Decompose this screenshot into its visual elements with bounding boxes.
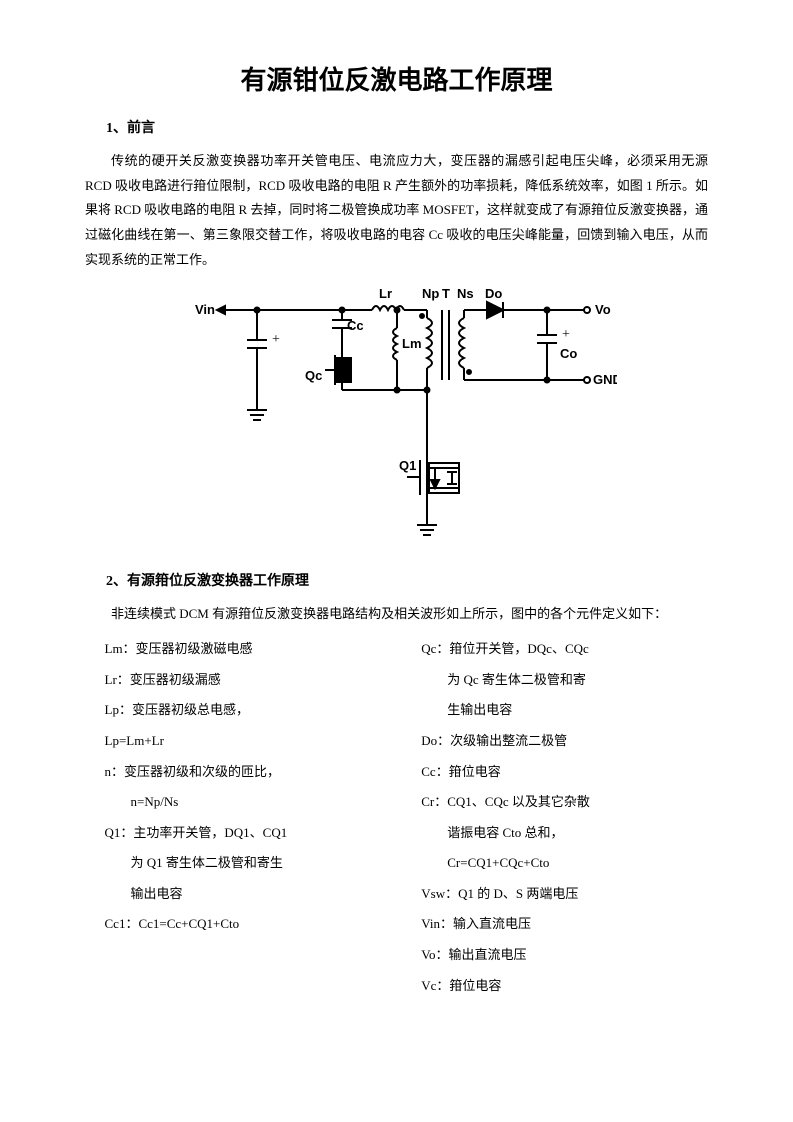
svg-text:+: + — [272, 332, 280, 347]
definition-item: Qc：箝位开关管，DQc、CQc — [421, 635, 708, 664]
definition-item: 为 Qc 寄生体二极管和寄 — [421, 666, 708, 695]
definition-item: n：变压器初级和次级的匝比， — [105, 758, 392, 787]
section1-heading: 1、前言 — [85, 117, 708, 137]
label-co: Co — [560, 346, 577, 361]
definition-item: Lp：变压器初级总电感， — [105, 696, 392, 725]
label-vo: Vo — [595, 302, 611, 317]
page-title: 有源钳位反激电路工作原理 — [85, 60, 708, 97]
definition-item: Cc1：Cc1=Cc+CQ1+Cto — [105, 910, 392, 939]
definition-item: Vo：输出直流电压 — [421, 941, 708, 970]
label-lr: Lr — [379, 286, 392, 301]
definition-item: Cr=CQ1+CQc+Cto — [421, 849, 708, 878]
svg-text:+: + — [562, 327, 570, 342]
definition-item: 为 Q1 寄生体二极管和寄生 — [105, 849, 392, 878]
definitions-container: Lm：变压器初级激磁电感Lr：变压器初级漏感Lp：变压器初级总电感，Lp=Lm+… — [85, 635, 708, 1002]
definitions-left-column: Lm：变压器初级激磁电感Lr：变压器初级漏感Lp：变压器初级总电感，Lp=Lm+… — [85, 635, 391, 1002]
label-vin: Vin — [195, 302, 215, 317]
section2-paragraph: 非连续模式 DCM 有源箝位反激变换器电路结构及相关波形如上所示，图中的各个元件… — [85, 602, 708, 627]
definition-item: Cr：CQ1、CQc 以及其它杂散 — [421, 788, 708, 817]
label-t: T — [442, 286, 450, 301]
section1-paragraph: 传统的硬开关反激变换器功率开关管电压、电流应力大，变压器的漏感引起电压尖峰，必须… — [85, 149, 708, 272]
definition-item: Lp=Lm+Lr — [105, 727, 392, 756]
definition-item: n=Np/Ns — [105, 788, 392, 817]
definition-item: Do：次级输出整流二极管 — [421, 727, 708, 756]
definition-item: Lm：变压器初级激磁电感 — [105, 635, 392, 664]
definition-item: Lr：变压器初级漏感 — [105, 666, 392, 695]
definition-item: Q1：主功率开关管，DQ1、CQ1 — [105, 819, 392, 848]
definition-item: 谐振电容 Cto 总和， — [421, 819, 708, 848]
label-q1: Q1 — [399, 458, 416, 473]
definition-item: 输出电容 — [105, 880, 392, 909]
definition-item: Vc：箝位电容 — [421, 972, 708, 1001]
label-do: Do — [485, 286, 502, 301]
section2-heading: 2、有源箝位反激变换器工作原理 — [85, 570, 708, 590]
definition-item: Vin：输入直流电压 — [421, 910, 708, 939]
definition-item: Cc：箝位电容 — [421, 758, 708, 787]
definition-item: 生输出电容 — [421, 696, 708, 725]
label-qc: Qc — [305, 368, 322, 383]
label-lm: Lm — [402, 336, 422, 351]
definition-item: Vsw：Q1 的 D、S 两端电压 — [421, 880, 708, 909]
circuit-diagram: + — [177, 280, 617, 560]
label-cc: Cc — [347, 318, 364, 333]
label-gnd: GND — [593, 372, 617, 387]
label-np: Np — [422, 286, 439, 301]
definitions-right-column: Qc：箝位开关管，DQc、CQc为 Qc 寄生体二极管和寄生输出电容Do：次级输… — [421, 635, 708, 1002]
label-ns: Ns — [457, 286, 474, 301]
circuit-diagram-container: + — [85, 280, 708, 560]
